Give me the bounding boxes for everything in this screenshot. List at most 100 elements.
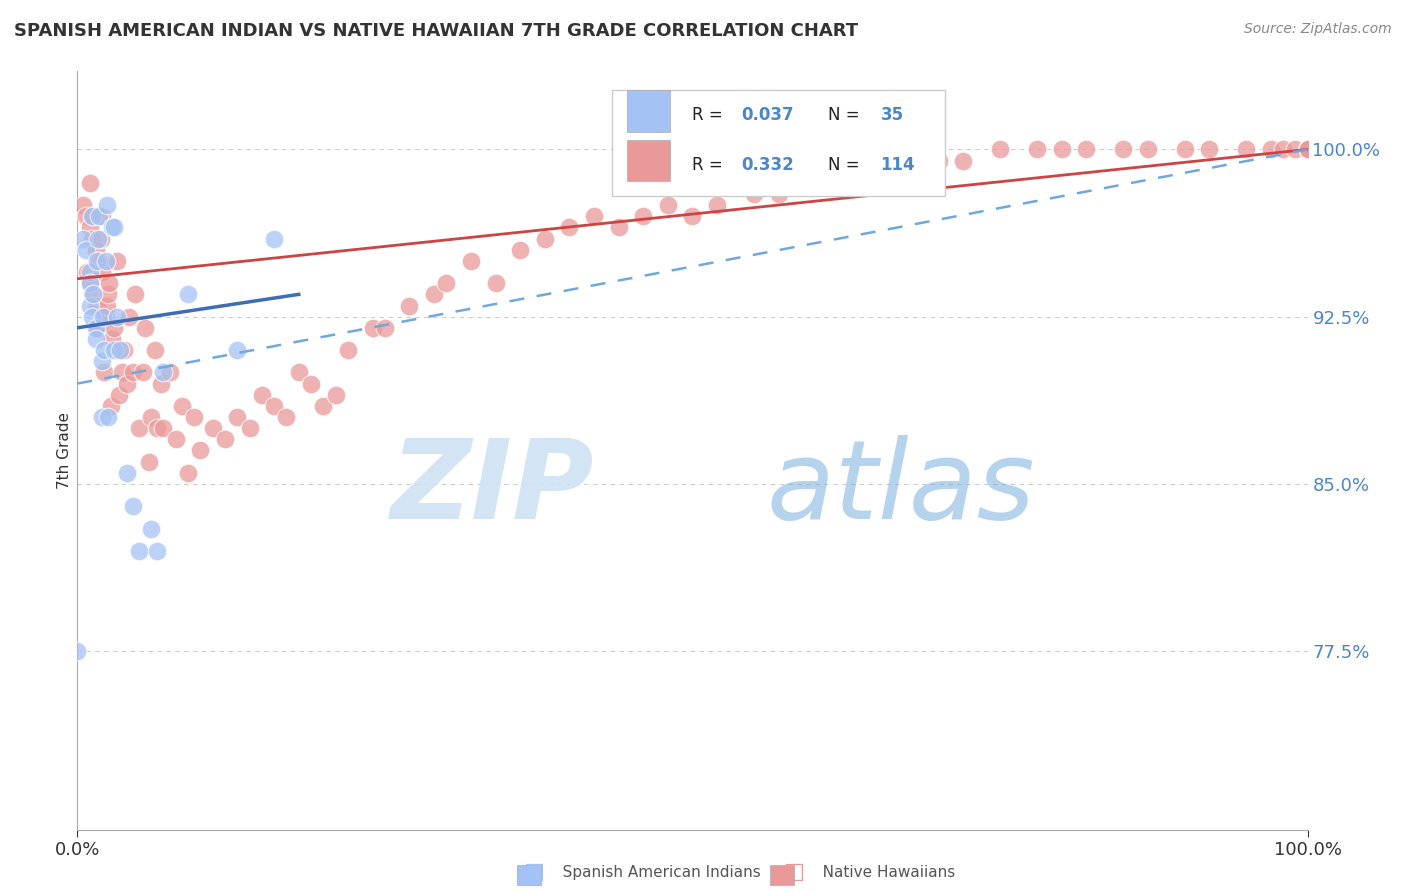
Point (141, 409, 163, 424)
Point (1198, 142, 1220, 156)
Point (361, 320, 384, 334)
Point (804, 176, 827, 190)
Point (105, 310, 128, 324)
Text: 35: 35 (880, 105, 904, 124)
Point (94, 253, 117, 268)
Point (118, 310, 141, 324)
Point (1296, 142, 1319, 156)
Point (201, 421, 224, 435)
Point (79, 220, 101, 235)
Point (830, 176, 852, 190)
Point (1296, 142, 1319, 156)
Point (1112, 142, 1135, 156)
Point (1260, 142, 1282, 156)
Point (89, 253, 111, 268)
Point (152, 365, 174, 379)
Point (288, 365, 311, 379)
Point (170, 399, 193, 413)
Point (374, 320, 396, 334)
Point (1174, 142, 1197, 156)
Point (657, 198, 679, 212)
Point (138, 454, 160, 468)
Point (633, 209, 655, 223)
Point (101, 332, 124, 346)
Point (128, 543, 150, 558)
Point (1272, 142, 1295, 156)
Text: SPANISH AMERICAN INDIAN VS NATIVE HAWAIIAN 7TH GRADE CORRELATION CHART: SPANISH AMERICAN INDIAN VS NATIVE HAWAII… (14, 22, 858, 40)
Point (90, 409, 114, 424)
Point (682, 209, 704, 223)
Point (84, 320, 107, 334)
Bar (627, 90, 671, 132)
Point (96, 198, 118, 212)
Point (706, 198, 728, 212)
Bar (627, 139, 671, 181)
Point (159, 365, 181, 379)
Point (86, 253, 108, 268)
Point (115, 376, 138, 391)
Point (1296, 142, 1319, 156)
Point (1026, 142, 1049, 156)
Point (325, 387, 347, 401)
Point (152, 421, 174, 435)
Text: R =: R = (693, 155, 728, 174)
Y-axis label: 7th Grade: 7th Grade (56, 412, 72, 489)
Point (101, 220, 124, 235)
Text: Spanish American Indians: Spanish American Indians (548, 865, 761, 880)
Text: 0.037: 0.037 (742, 105, 794, 124)
Text: □: □ (785, 863, 804, 882)
Point (188, 443, 212, 458)
Point (1296, 142, 1319, 156)
Point (90, 265, 114, 279)
Point (485, 276, 508, 290)
Point (1296, 142, 1319, 156)
Text: 114: 114 (880, 155, 915, 174)
Point (1296, 142, 1319, 156)
Point (82, 209, 104, 223)
Point (1296, 142, 1319, 156)
Point (93, 343, 115, 357)
Point (110, 343, 132, 357)
Point (299, 376, 322, 391)
Point (398, 298, 420, 312)
Point (79, 265, 101, 279)
Point (1050, 142, 1073, 156)
Point (1296, 142, 1319, 156)
Point (121, 499, 143, 513)
Point (131, 365, 153, 379)
Text: N =: N = (828, 155, 865, 174)
Text: R =: R = (693, 105, 728, 124)
Point (1296, 142, 1319, 156)
Point (890, 164, 912, 178)
Point (90, 231, 112, 245)
Point (263, 231, 285, 245)
Point (337, 343, 360, 357)
Point (82, 287, 104, 301)
Point (150, 376, 173, 391)
Point (108, 387, 131, 401)
Point (72, 231, 94, 245)
Point (75, 243, 97, 257)
Point (72, 198, 94, 212)
Point (988, 142, 1011, 156)
Point (952, 153, 974, 168)
Point (98, 276, 121, 290)
Point (226, 343, 249, 357)
Point (84, 243, 107, 257)
Point (1296, 142, 1319, 156)
Point (423, 287, 446, 301)
Point (82, 231, 104, 245)
Point (1136, 142, 1159, 156)
Point (97, 287, 120, 301)
Point (276, 409, 298, 424)
Point (79, 176, 101, 190)
Point (111, 365, 132, 379)
Point (1284, 142, 1306, 156)
Point (1296, 142, 1319, 156)
Point (583, 209, 606, 223)
Point (115, 466, 138, 480)
Point (87, 320, 110, 334)
Point (84, 332, 107, 346)
Point (79, 276, 101, 290)
Point (436, 276, 458, 290)
